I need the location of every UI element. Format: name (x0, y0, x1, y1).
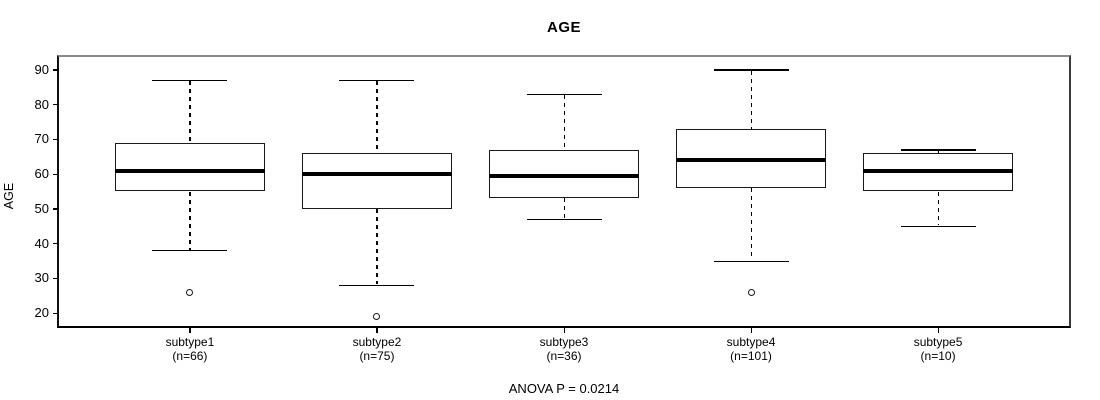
lower-whisker-cap (526, 218, 602, 221)
x-axis-tick (376, 326, 378, 333)
lower-whisker-cap (900, 225, 976, 228)
upper-whisker-line (563, 95, 565, 150)
y-axis-tick (53, 243, 59, 245)
y-axis-tick-label: 50 (34, 200, 49, 216)
lower-whisker-line (376, 208, 378, 285)
y-axis-tick (53, 312, 59, 314)
lower-whisker-cap (152, 250, 228, 252)
x-axis-tick (937, 326, 939, 333)
x-axis-category-label: subtype4 (726, 335, 776, 349)
lower-whisker-cap (713, 260, 789, 262)
upper-whisker-cap (900, 149, 976, 151)
x-axis-count-label: (n=36) (546, 349, 582, 363)
upper-whisker-cap (339, 79, 415, 82)
y-axis-tick-label: 20 (34, 305, 49, 321)
upper-whisker-cap (526, 93, 602, 95)
y-axis-tick-label: 80 (34, 96, 49, 112)
x-axis-count-label: (n=66) (172, 349, 208, 363)
upper-whisker-cap (713, 69, 789, 71)
upper-whisker-line (376, 81, 378, 154)
x-axis-tick (563, 326, 565, 333)
lower-whisker-line (189, 191, 191, 250)
chart-title: AGE (546, 19, 581, 36)
median-line (863, 168, 1014, 173)
outlier-point (747, 288, 755, 296)
iqr-box (114, 142, 265, 192)
median-line (676, 158, 827, 163)
lower-whisker-line (563, 198, 565, 219)
plot-area: 20 30 40 50 60 70 80 90 subtype1 (n=66) subtype2 (n… (35, 57, 1069, 363)
y-axis-tick-label: 70 (34, 131, 49, 147)
lower-whisker-line (937, 191, 939, 226)
x-axis-count-label: (n=10) (920, 349, 956, 363)
x-axis-category-label: subtype2 (352, 335, 402, 349)
y-axis-tick-label: 40 (34, 235, 49, 251)
y-axis-tick (53, 208, 59, 210)
upper-whisker-cap (152, 79, 228, 82)
x-axis-tick (189, 326, 191, 333)
lower-whisker-line (750, 188, 752, 260)
x-axis-count-label: (n=101) (730, 349, 772, 363)
x-axis-category-label: subtype5 (913, 335, 963, 349)
y-axis-tick-label: 60 (34, 166, 49, 182)
median-line (114, 168, 265, 173)
y-axis-tick-label: 30 (34, 270, 49, 286)
median-line (301, 172, 452, 177)
anova-p-annotation: ANOVA P = 0.0214 (508, 381, 620, 396)
y-axis-tick (53, 277, 59, 280)
upper-whisker-line (750, 70, 752, 129)
iqr-box (301, 153, 452, 209)
y-axis-tick (53, 173, 59, 175)
y-axis-tick-label: 90 (34, 61, 49, 77)
x-axis-count-label: (n=75) (359, 349, 395, 363)
y-axis-tick (53, 138, 59, 141)
y-axis-tick (53, 69, 59, 71)
outlier-point (373, 313, 381, 321)
x-axis-category-label: subtype1 (165, 335, 215, 349)
y-axis-tick (53, 104, 59, 106)
upper-whisker-line (189, 81, 191, 143)
x-axis-tick (750, 326, 752, 333)
x-axis-category-label: subtype3 (539, 335, 589, 349)
lower-whisker-cap (339, 284, 415, 287)
upper-whisker-line (937, 150, 939, 154)
median-line (489, 173, 639, 178)
outlier-point (186, 288, 194, 296)
